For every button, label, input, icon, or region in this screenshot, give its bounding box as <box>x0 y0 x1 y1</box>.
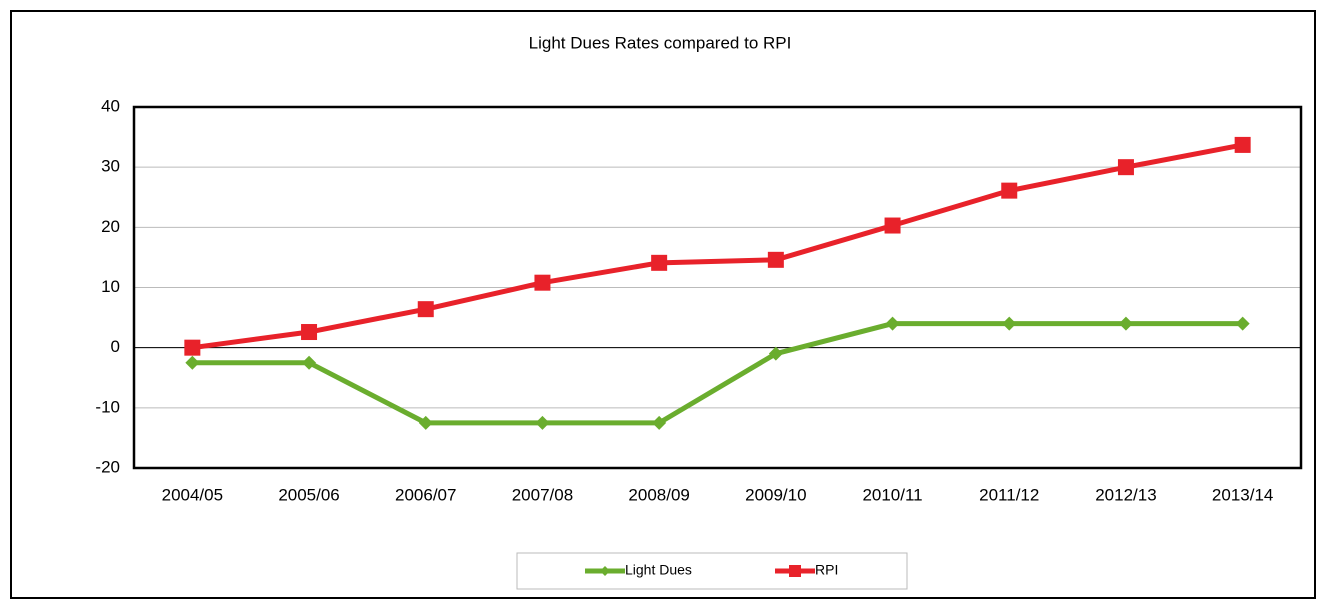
marker <box>1001 182 1018 199</box>
y-tick-label: 40 <box>101 96 120 115</box>
marker <box>1234 136 1251 153</box>
legend-label: Light Dues <box>625 562 692 578</box>
legend-box <box>516 552 908 590</box>
x-tick-label: 2012/13 <box>1095 485 1156 504</box>
marker <box>768 346 783 361</box>
marker <box>1002 316 1017 331</box>
marker <box>789 565 801 577</box>
marker <box>1117 159 1134 176</box>
y-tick-label: 30 <box>101 157 120 176</box>
x-tick-label: 2013/14 <box>1212 485 1273 504</box>
marker <box>1235 316 1250 331</box>
marker <box>418 415 433 430</box>
x-tick-label: 2009/10 <box>745 485 806 504</box>
y-tick-label: -10 <box>95 397 120 416</box>
series-line <box>192 142 1244 351</box>
marker <box>534 274 551 291</box>
marker <box>885 316 900 331</box>
x-tick-label: 2008/09 <box>628 485 689 504</box>
marker <box>302 355 317 370</box>
marker <box>651 254 668 271</box>
marker <box>535 415 550 430</box>
x-tick-label: 2005/06 <box>278 485 339 504</box>
x-tick-label: 2004/05 <box>162 485 223 504</box>
y-tick-label: 10 <box>101 277 120 296</box>
marker <box>185 355 200 370</box>
marker <box>767 251 784 268</box>
x-tick-label: 2007/08 <box>512 485 573 504</box>
marker <box>301 324 318 341</box>
marker <box>417 301 434 318</box>
y-tick-label: 0 <box>111 337 120 356</box>
y-tick-label: 20 <box>101 217 120 236</box>
marker <box>652 415 667 430</box>
marker <box>600 566 610 576</box>
x-tick-label: 2006/07 <box>395 485 456 504</box>
x-tick-label: 2011/12 <box>979 485 1039 504</box>
legend-label: RPI <box>815 562 838 578</box>
chart-title: Light Dues Rates compared to RPI <box>529 33 792 52</box>
x-tick-label: 2010/11 <box>862 485 922 504</box>
series-line <box>192 321 1243 426</box>
marker <box>1118 316 1133 331</box>
marker <box>884 217 901 234</box>
plot-frame <box>132 105 1303 470</box>
marker <box>184 339 201 356</box>
chart-frame <box>10 10 1316 599</box>
y-tick-label: -20 <box>95 457 120 476</box>
